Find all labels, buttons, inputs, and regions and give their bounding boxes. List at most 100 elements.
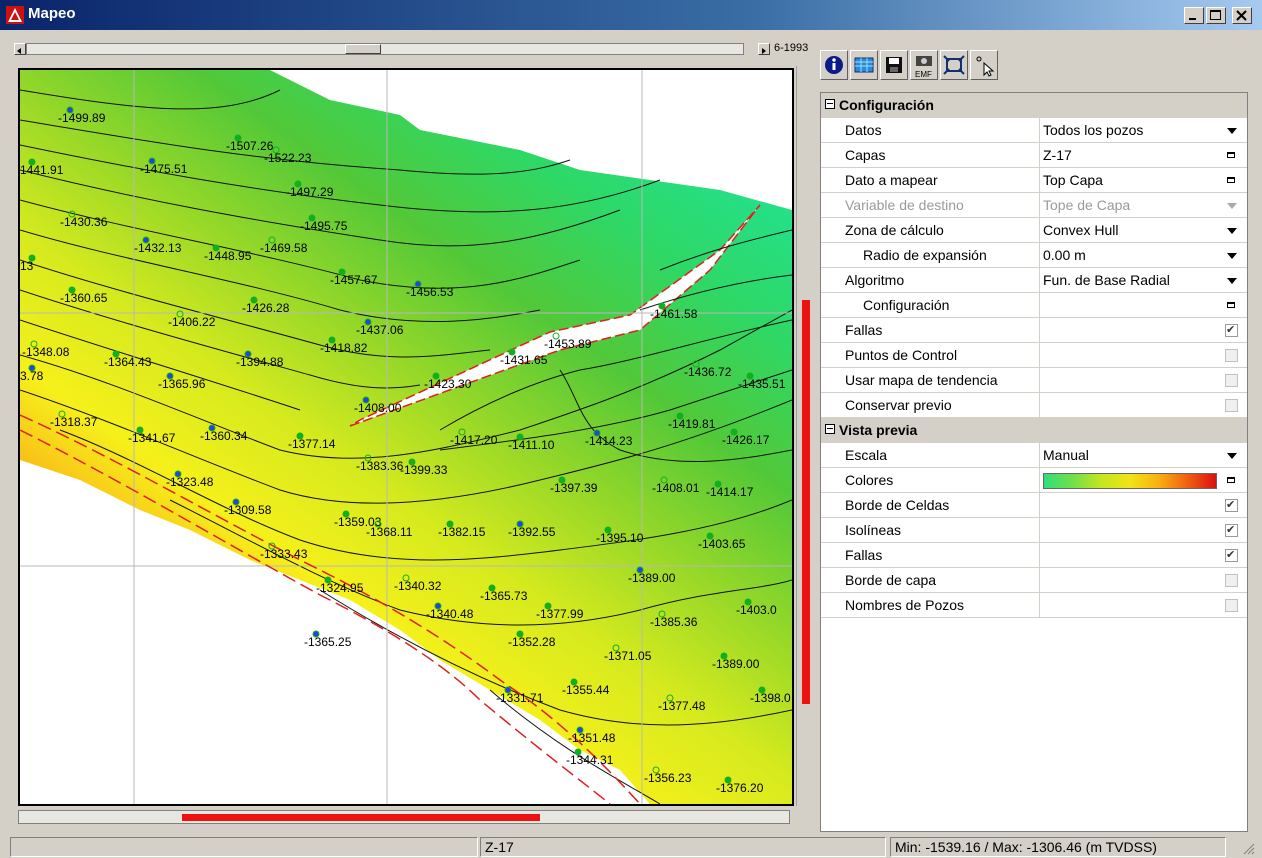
property-value[interactable]: Tope de Capa	[1043, 197, 1131, 213]
well-marker[interactable]	[68, 210, 76, 218]
property-row[interactable]: Colores	[821, 468, 1247, 493]
well-marker[interactable]	[612, 644, 620, 652]
property-row[interactable]: Algoritmo Fun. de Base Radial	[821, 268, 1247, 293]
property-row[interactable]: Zona de cálculo Convex Hull	[821, 218, 1247, 243]
property-row[interactable]: Capas Z-17	[821, 143, 1247, 168]
dropdown-arrow-icon[interactable]	[1225, 449, 1238, 462]
dropdown-arrow-icon[interactable]	[1225, 124, 1238, 137]
close-button[interactable]	[1232, 7, 1252, 24]
well-marker[interactable]	[176, 310, 184, 318]
dropdown-arrow-icon[interactable]	[1225, 224, 1238, 237]
well-marker[interactable]	[166, 372, 174, 380]
property-row[interactable]: Nombres de Pozos	[821, 593, 1247, 618]
well-marker[interactable]	[660, 476, 668, 484]
well-marker[interactable]	[504, 686, 512, 694]
well-marker[interactable]	[658, 610, 666, 618]
well-marker[interactable]	[576, 726, 584, 734]
property-row[interactable]: Dato a mapear Top Capa	[821, 168, 1247, 193]
well-marker[interactable]	[296, 432, 304, 440]
well-marker[interactable]	[604, 526, 612, 534]
well-marker[interactable]	[234, 134, 242, 142]
dropdown-arrow-icon[interactable]	[1225, 249, 1238, 262]
well-marker[interactable]	[432, 372, 440, 380]
edit-button-icon[interactable]	[1225, 474, 1238, 487]
dropdown-arrow-icon[interactable]	[1225, 199, 1238, 212]
well-marker[interactable]	[516, 630, 524, 638]
checkbox[interactable]	[1225, 399, 1238, 412]
property-row[interactable]: Radio de expansión 0.00 m	[821, 243, 1247, 268]
well-marker[interactable]	[508, 348, 516, 356]
edit-button-icon[interactable]	[1225, 174, 1238, 187]
property-row[interactable]: Puntos de Control	[821, 343, 1247, 368]
well-marker[interactable]	[516, 433, 524, 441]
collapse-icon[interactable]	[825, 424, 835, 434]
well-marker[interactable]	[142, 236, 150, 244]
property-row[interactable]: Fallas	[821, 543, 1247, 568]
property-value[interactable]: Z-17	[1043, 147, 1072, 163]
well-marker[interactable]	[488, 584, 496, 592]
checkbox[interactable]	[1225, 524, 1238, 537]
property-value[interactable]: Manual	[1043, 447, 1089, 463]
property-value[interactable]: Todos los pozos	[1043, 122, 1144, 138]
well-marker[interactable]	[68, 286, 76, 294]
property-value[interactable]: 0.00 m	[1043, 247, 1086, 263]
well-marker[interactable]	[268, 542, 276, 550]
well-marker[interactable]	[676, 412, 684, 420]
well-marker[interactable]	[58, 410, 66, 418]
well-marker[interactable]	[268, 236, 276, 244]
zoom-extent-button[interactable]	[940, 50, 968, 80]
horizontal-scroll-thumb[interactable]	[182, 814, 540, 821]
well-marker[interactable]	[28, 158, 36, 166]
maximize-button[interactable]	[1206, 7, 1226, 24]
well-marker[interactable]	[342, 510, 350, 518]
color-ramp[interactable]	[1043, 473, 1217, 489]
dropdown-arrow-icon[interactable]	[1225, 274, 1238, 287]
checkbox[interactable]	[1225, 499, 1238, 512]
well-marker[interactable]	[362, 396, 370, 404]
time-scrollbar[interactable]	[26, 43, 744, 55]
well-marker[interactable]	[758, 686, 766, 694]
well-marker[interactable]	[552, 332, 560, 340]
well-marker[interactable]	[250, 296, 258, 304]
edit-button-icon[interactable]	[1225, 299, 1238, 312]
well-marker[interactable]	[136, 426, 144, 434]
resize-grip-icon[interactable]	[1240, 840, 1256, 856]
well-marker[interactable]	[402, 574, 410, 582]
checkbox[interactable]	[1225, 324, 1238, 337]
time-scroll-thumb[interactable]	[345, 44, 381, 54]
property-value[interactable]: Top Capa	[1043, 172, 1103, 188]
well-marker[interactable]	[724, 776, 732, 784]
minimize-button[interactable]	[1184, 7, 1204, 24]
vertical-scroll-thumb[interactable]	[802, 300, 810, 704]
well-marker[interactable]	[28, 364, 36, 372]
well-marker[interactable]	[212, 244, 220, 252]
well-marker[interactable]	[652, 766, 660, 774]
well-marker[interactable]	[338, 268, 346, 276]
property-row[interactable]: Configuración	[821, 293, 1247, 318]
well-marker[interactable]	[658, 302, 666, 310]
well-marker[interactable]	[434, 602, 442, 610]
pointer-button[interactable]	[970, 50, 998, 80]
well-marker[interactable]	[294, 180, 302, 188]
section-header[interactable]: Vista previa	[821, 418, 1247, 443]
grid-button[interactable]	[850, 50, 878, 80]
well-marker[interactable]	[30, 340, 38, 348]
property-row[interactable]: Escala Manual	[821, 443, 1247, 468]
well-marker[interactable]	[232, 498, 240, 506]
well-marker[interactable]	[706, 532, 714, 540]
well-marker[interactable]	[312, 630, 320, 638]
app-icon[interactable]	[6, 6, 24, 24]
well-marker[interactable]	[730, 428, 738, 436]
checkbox[interactable]	[1225, 374, 1238, 387]
well-marker[interactable]	[364, 318, 372, 326]
well-marker[interactable]	[666, 694, 674, 702]
well-marker[interactable]	[208, 424, 216, 432]
well-marker[interactable]	[328, 336, 336, 344]
well-marker[interactable]	[174, 470, 182, 478]
checkbox[interactable]	[1225, 349, 1238, 362]
well-marker[interactable]	[692, 360, 700, 368]
well-marker[interactable]	[458, 428, 466, 436]
well-marker[interactable]	[112, 350, 120, 358]
property-row[interactable]: Borde de Celdas	[821, 493, 1247, 518]
well-marker[interactable]	[148, 157, 156, 165]
